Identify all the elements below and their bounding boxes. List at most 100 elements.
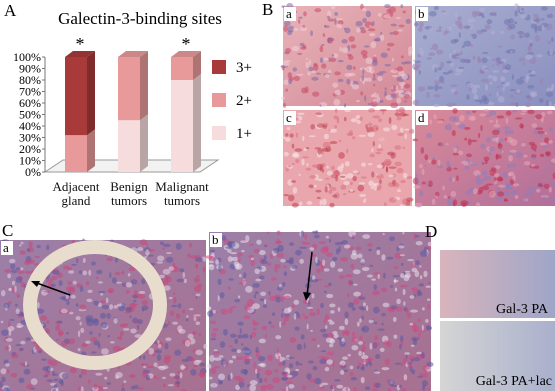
cell (251, 331, 257, 338)
cell (474, 99, 482, 102)
cell (87, 289, 93, 293)
cell (110, 341, 115, 344)
cell (407, 259, 415, 262)
cell (457, 123, 466, 130)
cell (299, 42, 305, 47)
cell (100, 321, 108, 329)
y-tick-label: 50% (19, 108, 41, 122)
cell (334, 379, 341, 382)
cell (286, 356, 295, 360)
cell (219, 341, 226, 348)
cell (496, 176, 503, 182)
cell (14, 285, 17, 293)
cell (7, 321, 11, 328)
cell (122, 328, 130, 331)
cell (209, 354, 215, 362)
cell (306, 306, 314, 309)
cell (380, 52, 388, 58)
cell (260, 260, 268, 265)
cell (442, 81, 445, 84)
cell (19, 362, 26, 366)
cell (206, 363, 212, 369)
cell (169, 373, 176, 377)
cell (482, 185, 490, 191)
cell (358, 306, 365, 310)
cell (27, 259, 36, 264)
cell (466, 153, 472, 158)
cell (374, 335, 379, 341)
cell (427, 85, 434, 90)
cell (515, 102, 519, 107)
y-tick-label: 80% (19, 73, 41, 87)
cell (116, 281, 122, 284)
cell (308, 312, 317, 317)
cell (60, 340, 68, 347)
cell (212, 328, 219, 332)
cell (379, 347, 385, 353)
cell (246, 299, 255, 307)
cell (56, 320, 63, 324)
micrograph (440, 321, 555, 391)
cell (372, 141, 375, 147)
cell (82, 257, 86, 264)
cell (227, 286, 231, 290)
cell (497, 191, 505, 197)
cell (335, 248, 340, 255)
cell (283, 271, 288, 277)
cell (326, 332, 335, 339)
cell (531, 123, 538, 128)
cell (347, 292, 350, 298)
cell (419, 250, 428, 257)
cell (392, 316, 397, 323)
cell (340, 256, 349, 262)
cell (550, 37, 554, 42)
cell (227, 240, 236, 248)
cell (401, 388, 407, 391)
cell (353, 291, 361, 297)
cell (75, 316, 81, 321)
cell (358, 134, 367, 137)
cell (402, 231, 405, 235)
cell (258, 377, 263, 384)
cell (311, 230, 318, 234)
cell (399, 127, 404, 133)
cell (348, 130, 353, 136)
cell (170, 310, 174, 316)
cell (426, 132, 433, 139)
cell (506, 129, 515, 135)
cell (334, 89, 342, 96)
cell (138, 290, 146, 295)
cell (78, 270, 83, 275)
y-tick-label: 0% (25, 165, 41, 179)
cell (288, 384, 295, 389)
cell (347, 302, 355, 308)
cell (70, 294, 76, 299)
cell (485, 183, 493, 186)
cell (46, 244, 50, 251)
cell (79, 304, 87, 310)
cell (270, 325, 276, 328)
cell (322, 141, 331, 149)
cell (276, 286, 283, 291)
cell (162, 247, 165, 250)
cell (148, 248, 156, 252)
cell (313, 64, 319, 71)
cell (217, 373, 226, 381)
cell (445, 123, 453, 131)
cell (519, 76, 525, 79)
cell (37, 350, 42, 353)
cell (120, 387, 126, 391)
cell (465, 190, 471, 195)
cell (502, 63, 505, 70)
cell (454, 57, 461, 60)
cell (50, 275, 58, 281)
cell (325, 325, 328, 329)
cell (299, 258, 304, 264)
cell (344, 311, 349, 319)
cell (521, 7, 525, 11)
cell (10, 372, 18, 378)
cell (338, 275, 345, 279)
cell (92, 318, 100, 326)
cell (324, 186, 328, 193)
cell (372, 182, 380, 187)
